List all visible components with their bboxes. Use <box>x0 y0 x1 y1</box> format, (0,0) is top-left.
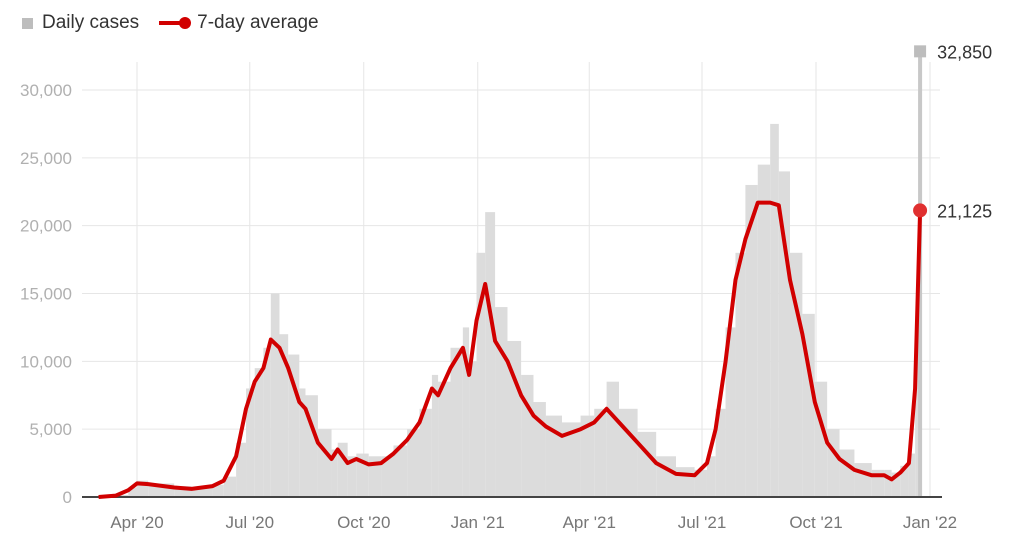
daily-cases-bar <box>900 465 909 497</box>
daily-cases-bar <box>331 449 338 497</box>
daily-cases-bar <box>757 164 771 497</box>
daily-cases-bar <box>485 212 496 497</box>
daily-cases-bar <box>450 347 463 497</box>
y-tick-label: 15,000 <box>20 285 72 304</box>
daily-cases-bar <box>908 453 916 497</box>
y-tick-label: 20,000 <box>20 217 72 236</box>
daily-cases-bar <box>246 388 255 497</box>
daily-cases-bar <box>725 327 736 497</box>
daily-cases-bar <box>438 381 451 497</box>
daily-cases-bar <box>128 487 137 497</box>
daily-cases-bar <box>236 442 247 497</box>
daily-cases-bar <box>637 431 657 497</box>
daily-cases-bar <box>675 467 695 497</box>
daily-cases-bar <box>368 456 382 497</box>
daily-cases-bar <box>770 123 779 498</box>
daily-cases-bar <box>469 361 477 497</box>
y-tick-label: 10,000 <box>20 352 72 371</box>
daily-cases-bar <box>223 476 237 497</box>
daily-cases-bar <box>606 381 619 497</box>
legend-label-daily-cases: Daily cases <box>42 12 140 33</box>
daily-cases-last-marker <box>914 45 927 58</box>
daily-cases-bar <box>735 252 746 497</box>
daily-cases-bar <box>288 354 300 497</box>
daily-cases-bar <box>299 388 306 497</box>
daily-cases-bar <box>884 469 892 497</box>
y-tick-label: 30,000 <box>20 81 72 100</box>
daily-cases-bar <box>347 456 357 497</box>
daily-cases-bar <box>891 472 901 497</box>
legend-swatch-daily-cases <box>22 17 33 29</box>
daily-cases-bar <box>656 456 676 497</box>
daily-cases-bar <box>594 408 607 497</box>
daily-cases-bar <box>745 184 758 497</box>
7-day-average-last-point <box>913 203 928 218</box>
daily-cases-bar <box>706 456 716 497</box>
daily-cases-bar <box>337 442 348 497</box>
daily-cases-bar <box>545 415 562 497</box>
daily-cases-bar <box>854 463 872 497</box>
legend-swatch-7-day-average <box>159 17 192 29</box>
x-tick-label: Oct '21 <box>789 513 842 532</box>
daily-cases-bar <box>580 415 595 497</box>
x-tick-label: Jan '21 <box>451 513 505 532</box>
daily-cases-bar <box>191 487 213 497</box>
daily-cases-bar <box>495 307 508 497</box>
daily-cases-bar <box>393 445 408 497</box>
daily-cases-bar <box>618 408 638 497</box>
daily-cases-bar <box>476 252 486 497</box>
daily-cases-bar <box>174 486 192 497</box>
y-tick-label: 25,000 <box>20 149 72 168</box>
x-tick-label: Oct '20 <box>337 513 390 532</box>
daily-cases-bar <box>115 494 129 497</box>
daily-cases-bar <box>561 422 581 497</box>
x-tick-label: Jan '22 <box>903 513 957 532</box>
daily-cases-bar <box>212 484 224 497</box>
daily-cases-bar <box>827 429 840 497</box>
daily-cases-bar <box>778 171 790 497</box>
x-tick-label: Jul '20 <box>225 513 274 532</box>
daily-cases-bar <box>431 374 439 497</box>
daily-cases-bar <box>279 334 289 497</box>
x-tick-label: Apr '21 <box>563 513 616 532</box>
daily-cases-bar <box>915 334 921 497</box>
daily-cases-bar <box>263 347 271 497</box>
daily-cases-bar <box>839 449 855 497</box>
7-day-average-line <box>98 200 923 499</box>
daily-cases-bar <box>381 456 394 497</box>
daily-cases-bar <box>270 293 280 497</box>
daily-cases-bar <box>407 429 420 497</box>
daily-cases-bar <box>254 368 264 497</box>
last-average-label: 21,125 <box>937 201 992 221</box>
last-daily-label: 32,850 <box>937 42 992 62</box>
daily-cases-bar <box>317 429 332 497</box>
x-tick-label: Apr '20 <box>110 513 163 532</box>
daily-cases-bar <box>521 374 534 497</box>
daily-cases-bar <box>507 340 522 497</box>
daily-cases-bar <box>419 408 432 497</box>
daily-cases-bar <box>462 327 470 497</box>
y-tick-label: 0 <box>63 488 72 507</box>
x-tick-label: Jul '21 <box>678 513 727 532</box>
legend-label-7-day-average: 7-day average <box>197 12 319 33</box>
daily-cases-bar <box>694 469 707 497</box>
daily-cases-bar <box>715 408 726 497</box>
legend: Daily cases 7-day average <box>22 12 319 34</box>
y-tick-label: 5,000 <box>29 420 72 439</box>
daily-cases-bar <box>137 480 149 497</box>
